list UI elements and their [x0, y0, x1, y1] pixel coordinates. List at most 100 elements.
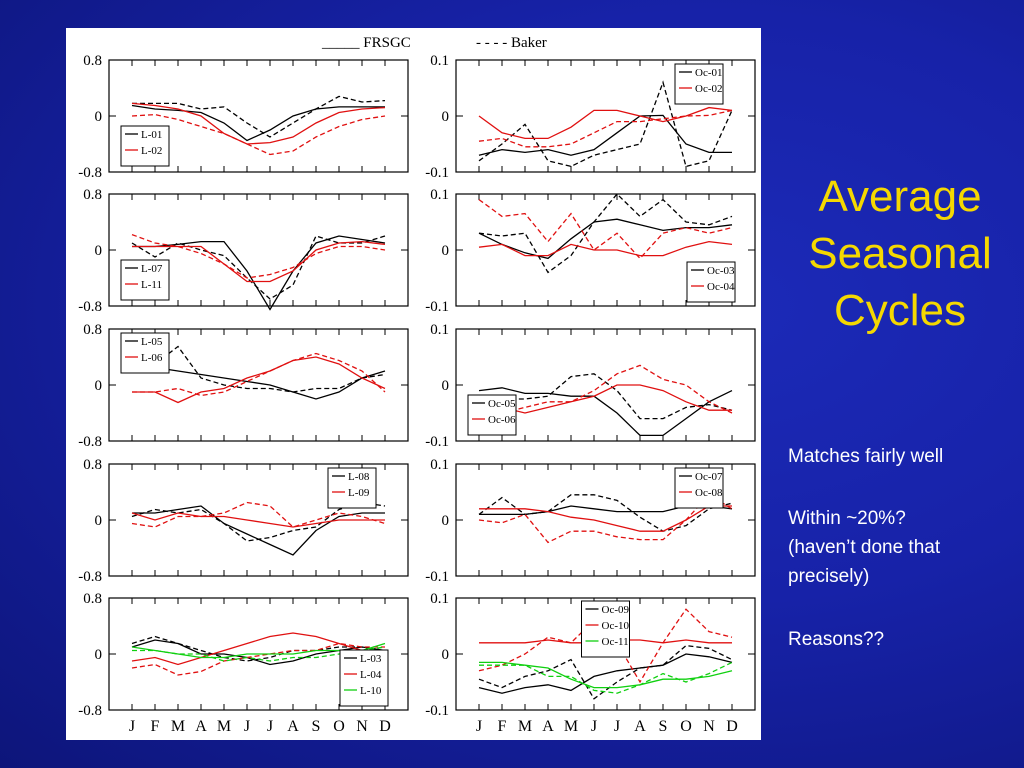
legend-box	[339, 649, 389, 707]
legend-entry: L-08	[348, 471, 370, 483]
legend-box	[120, 259, 170, 301]
chart-panel: 0.80-0.8J F M A M J J A S O N DL-03L-04L-10	[78, 591, 409, 735]
note-block: Matches fairly well	[788, 442, 943, 471]
y-tick-label: 0	[442, 109, 450, 125]
series-line	[478, 493, 733, 544]
series-line	[131, 512, 385, 528]
title-line: Average	[818, 172, 982, 221]
month-label: J	[476, 718, 482, 735]
y-tick-label: 0	[442, 378, 450, 394]
chart-svg: _____ FRSGC - - - - Baker 0.8 0 -0.8 L-01 L-02…	[78, 35, 756, 735]
series-line	[478, 644, 733, 700]
series-line	[132, 356, 386, 404]
legend-box	[581, 600, 630, 658]
series-line	[478, 653, 733, 694]
month-label: S	[659, 718, 668, 735]
legend-solid-label: _____ FRSGC	[321, 35, 411, 51]
y-tick-label: 0.1	[430, 187, 449, 203]
series-line	[478, 193, 733, 274]
legend-entry: L-06	[141, 352, 163, 364]
legend-entry: L-05	[141, 336, 163, 348]
legend-box	[120, 332, 170, 374]
legend-box	[674, 63, 724, 105]
y-tick-label: 0	[95, 378, 103, 394]
note-line: Within ~20%?	[788, 508, 906, 529]
y-tick-label: -0.1	[425, 299, 449, 315]
y-tick-label: 0	[95, 109, 103, 125]
series-line	[479, 661, 733, 694]
series-line	[131, 104, 385, 142]
legend-dashed-label: - - - - Baker	[476, 35, 547, 51]
series-line	[478, 106, 733, 140]
legend-entry: L-01	[141, 129, 162, 141]
series-line	[132, 95, 386, 138]
legend-entry: L-11	[141, 279, 162, 291]
y-tick-label: 0	[442, 647, 450, 663]
y-tick-label: 0.1	[430, 457, 449, 473]
legend-box	[674, 467, 724, 509]
series-line	[131, 642, 385, 676]
chart-panel: 0.8 0 -0.8 L-05 L-06	[78, 322, 409, 450]
y-tick-label: -0.8	[78, 165, 102, 181]
series-line	[132, 345, 386, 393]
y-tick-label: 0.8	[83, 187, 102, 203]
y-tick-label: 0	[442, 513, 450, 529]
series-line	[131, 233, 386, 279]
note-line: (haven’t done that	[788, 537, 941, 558]
y-tick-label: 0	[95, 513, 103, 529]
legend-entry: Oc-08	[695, 487, 723, 499]
month-label: J	[614, 718, 620, 735]
legend-box	[327, 467, 377, 509]
legend-entry: L-09	[348, 487, 370, 499]
month-label: A	[287, 718, 299, 735]
legend-box	[467, 394, 517, 436]
y-tick-label: 0	[95, 647, 103, 663]
legend-entry: Oc-01	[695, 67, 723, 79]
legend-entry: Oc-04	[707, 281, 735, 293]
note-line: Reasons??	[788, 629, 885, 650]
series-line	[131, 363, 386, 400]
month-label: N	[703, 718, 715, 735]
series-line	[132, 505, 385, 556]
title-line: Seasonal	[808, 229, 992, 278]
y-tick-label: 0.8	[83, 591, 102, 607]
series-line	[131, 501, 386, 542]
note-block: Reasons??	[788, 625, 884, 654]
month-label: S	[312, 718, 321, 735]
legend-entry: Oc-09	[602, 604, 630, 616]
series-line	[478, 109, 733, 148]
y-tick-label: 0.8	[83, 457, 102, 473]
legend-entry: Oc-07	[695, 471, 723, 483]
chart-panel: 0.1 0 -0.1 Oc-01 Oc-02	[425, 53, 756, 181]
legend-entry: L-03	[360, 653, 382, 665]
series-line	[478, 240, 733, 257]
chart-panel: 0.8 0 -0.8 L-08 L-09	[78, 457, 409, 585]
month-label: A	[195, 718, 207, 735]
month-label: J	[244, 718, 250, 735]
y-tick-label: 0.8	[83, 53, 102, 69]
legend-entry: L-10	[360, 685, 382, 697]
legend-entry: Oc-03	[707, 265, 735, 277]
chart-panel: 0.8 0 -0.8 L-01 L-02	[78, 53, 409, 181]
month-label: M	[518, 718, 532, 735]
y-tick-label: -0.1	[425, 165, 449, 181]
note-block: Within ~20%? (haven’t done that precisel…	[788, 504, 940, 591]
y-tick-label: -0.1	[425, 569, 449, 585]
series-line	[479, 364, 733, 414]
legend-entry: Oc-02	[695, 83, 723, 95]
series-line	[478, 114, 732, 156]
month-label: D	[379, 718, 391, 735]
series-line	[131, 102, 386, 145]
series-line	[478, 199, 733, 260]
series-line	[478, 80, 733, 168]
month-label: A	[634, 718, 646, 735]
y-tick-label: -0.8	[78, 434, 102, 450]
y-tick-label: -0.8	[78, 703, 102, 719]
series-line	[479, 384, 732, 414]
month-label: F	[151, 718, 160, 735]
series-line	[479, 661, 733, 689]
y-tick-label: 0.1	[430, 322, 449, 338]
legend-entry: Oc-05	[488, 398, 516, 410]
legend-box	[686, 261, 736, 303]
chart-panel: 0.8 0 -0.8 L-07 L-11	[78, 187, 409, 315]
